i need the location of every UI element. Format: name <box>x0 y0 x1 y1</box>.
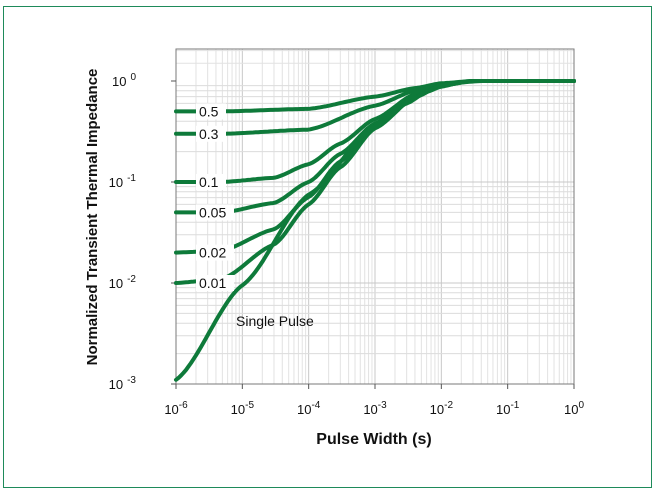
curves-layer <box>174 79 576 382</box>
x-tick-label: 10-1 <box>496 400 520 417</box>
curve-label-0-5: 0.5 <box>199 103 219 119</box>
grid-layer <box>175 49 574 385</box>
curve-label-background <box>196 103 226 120</box>
y-tick-label: 10 0 <box>112 72 136 89</box>
curve-label-0-02: 0.02 <box>199 245 226 261</box>
x-tick-label: 100 <box>564 400 584 417</box>
y-tick-label: 10 -2 <box>109 274 137 291</box>
x-tick-label: 10-4 <box>297 400 321 417</box>
y-tick-label: 10 -1 <box>109 173 137 190</box>
x-tick-label: 10-5 <box>231 400 255 417</box>
y-tick-label: 10 -3 <box>109 375 137 392</box>
curve-label-background <box>196 125 226 142</box>
x-tick-label: 10-3 <box>363 400 387 417</box>
x-tick-label: 10-6 <box>164 400 188 417</box>
curve-label-0-01: 0.01 <box>199 275 226 291</box>
curve-label-single-pulse: Single Pulse <box>236 313 314 329</box>
curve-labels-layer: 0.5 0.3 0.1 0.05 0.02 0.01 Single Pulse <box>196 103 314 329</box>
curve-label-0-3: 0.3 <box>199 126 219 142</box>
curve-label-background <box>196 275 234 291</box>
curve-label-background <box>196 174 226 190</box>
curve-single-pulse <box>174 79 576 382</box>
curve-label-background <box>196 204 234 221</box>
chart-frame <box>3 6 652 488</box>
curve-label-background <box>196 244 234 261</box>
x-tick-label: 10-2 <box>430 400 454 417</box>
curve-label-0-1: 0.1 <box>199 174 219 190</box>
curve-label-0-05: 0.05 <box>199 204 226 220</box>
x-axis-title: Pulse Width (s) <box>316 431 431 448</box>
y-axis-title: Normalized Transient Thermal Impedance <box>84 69 101 366</box>
